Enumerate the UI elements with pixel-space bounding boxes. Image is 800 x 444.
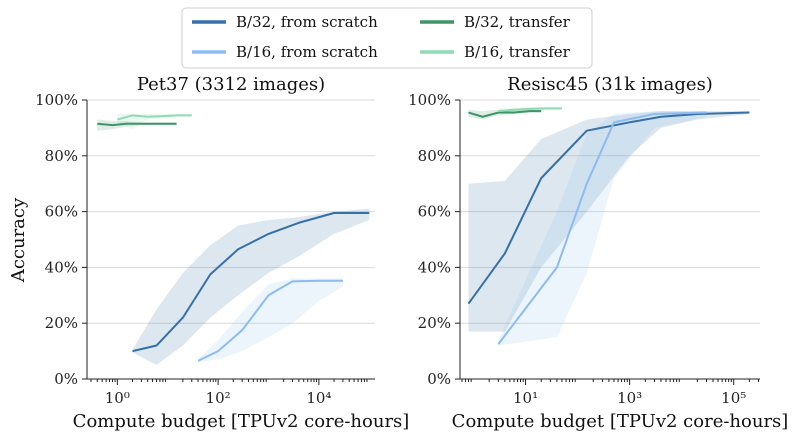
pet37-x-axis-label: Compute budget [TPUv2 core-hours] bbox=[73, 411, 410, 432]
resisc45-ytick-label: 40% bbox=[418, 258, 451, 276]
pet37-axes bbox=[86, 100, 375, 380]
legend-entry-b16-scratch: B/16, from scratch bbox=[192, 43, 378, 61]
resisc45-title: Resisc45 (31k images) bbox=[507, 74, 713, 95]
resisc45-ytick-label: 0% bbox=[427, 370, 451, 388]
legend-entry-b32-transfer: B/32, transfer bbox=[420, 13, 571, 31]
legend-entry-b32-scratch: B/32, from scratch bbox=[192, 13, 378, 31]
panel-pet37: 0% 20% 40% 60% 80% 100% 10⁰ 10² 10⁴ Pet37 (3312 i… bbox=[35, 74, 409, 432]
panel-resisc45: 0% 20% 40% 60% 80% 100% 10¹ 10³ 10⁵ Resisc45 (31k… bbox=[408, 74, 788, 432]
pet37-band-b32-scratch bbox=[132, 208, 370, 366]
legend-label-b32-transfer: B/32, transfer bbox=[464, 13, 571, 31]
pet37-band-b32-transfer bbox=[97, 119, 177, 131]
resisc45-line-b32-transfer bbox=[468, 110, 542, 118]
resisc45-line-b16-scratch bbox=[497, 111, 707, 345]
resisc45-xtick-label: 10³ bbox=[617, 389, 642, 407]
pet37-line-b32-scratch bbox=[132, 211, 370, 353]
resisc45-ytick-label: 100% bbox=[408, 91, 451, 109]
resisc45-xtick-label: 10¹ bbox=[513, 389, 538, 407]
legend: B/32, from scratch B/32, transfer B/16, … bbox=[181, 7, 593, 69]
legend-label-b16-transfer: B/16, transfer bbox=[464, 43, 571, 61]
pet37-band-b16-scratch bbox=[198, 278, 343, 363]
resisc45-ytick-label: 20% bbox=[418, 314, 451, 332]
legend-frame bbox=[181, 7, 593, 69]
pet37-ytick-label: 60% bbox=[45, 203, 78, 221]
pet37-ytick-label: 40% bbox=[45, 258, 78, 276]
pet37-ytick-label: 100% bbox=[35, 91, 78, 109]
pet37-band-b16-transfer bbox=[117, 113, 192, 130]
pet37-title: Pet37 (3312 images) bbox=[137, 74, 325, 95]
resisc45-xtick-label: 10⁵ bbox=[721, 389, 746, 407]
pet37-xtick-label: 10² bbox=[206, 389, 231, 407]
resisc45-ytick-label: 80% bbox=[418, 147, 451, 165]
resisc45-line-b16-transfer bbox=[498, 107, 562, 113]
pet37-xtick-label: 10⁰ bbox=[105, 389, 130, 407]
legend-entry-b16-transfer: B/16, transfer bbox=[420, 43, 571, 61]
legend-label-b16-scratch: B/16, from scratch bbox=[236, 43, 378, 61]
resisc45-ytick-label: 60% bbox=[418, 203, 451, 221]
pet37-line-b32-transfer bbox=[97, 122, 177, 127]
legend-label-b32-scratch: B/32, from scratch bbox=[236, 13, 378, 31]
pet37-line-b16-scratch bbox=[197, 279, 343, 362]
pet37-xtick-label: 10⁴ bbox=[306, 389, 331, 407]
y-axis-label: Accuracy bbox=[8, 197, 29, 283]
pet37-line-b16-transfer bbox=[117, 114, 192, 121]
pet37-ytick-label: 80% bbox=[45, 147, 78, 165]
pet37-ytick-label: 0% bbox=[54, 370, 78, 388]
resisc45-band-b16-scratch bbox=[498, 111, 707, 346]
resisc45-band-b32-scratch bbox=[468, 111, 750, 332]
resisc45-line-b32-scratch bbox=[467, 111, 750, 305]
resisc45-axes bbox=[459, 100, 760, 380]
resisc45-x-axis-label: Compute budget [TPUv2 core-hours] bbox=[452, 411, 789, 432]
pet37-ytick-label: 20% bbox=[45, 314, 78, 332]
